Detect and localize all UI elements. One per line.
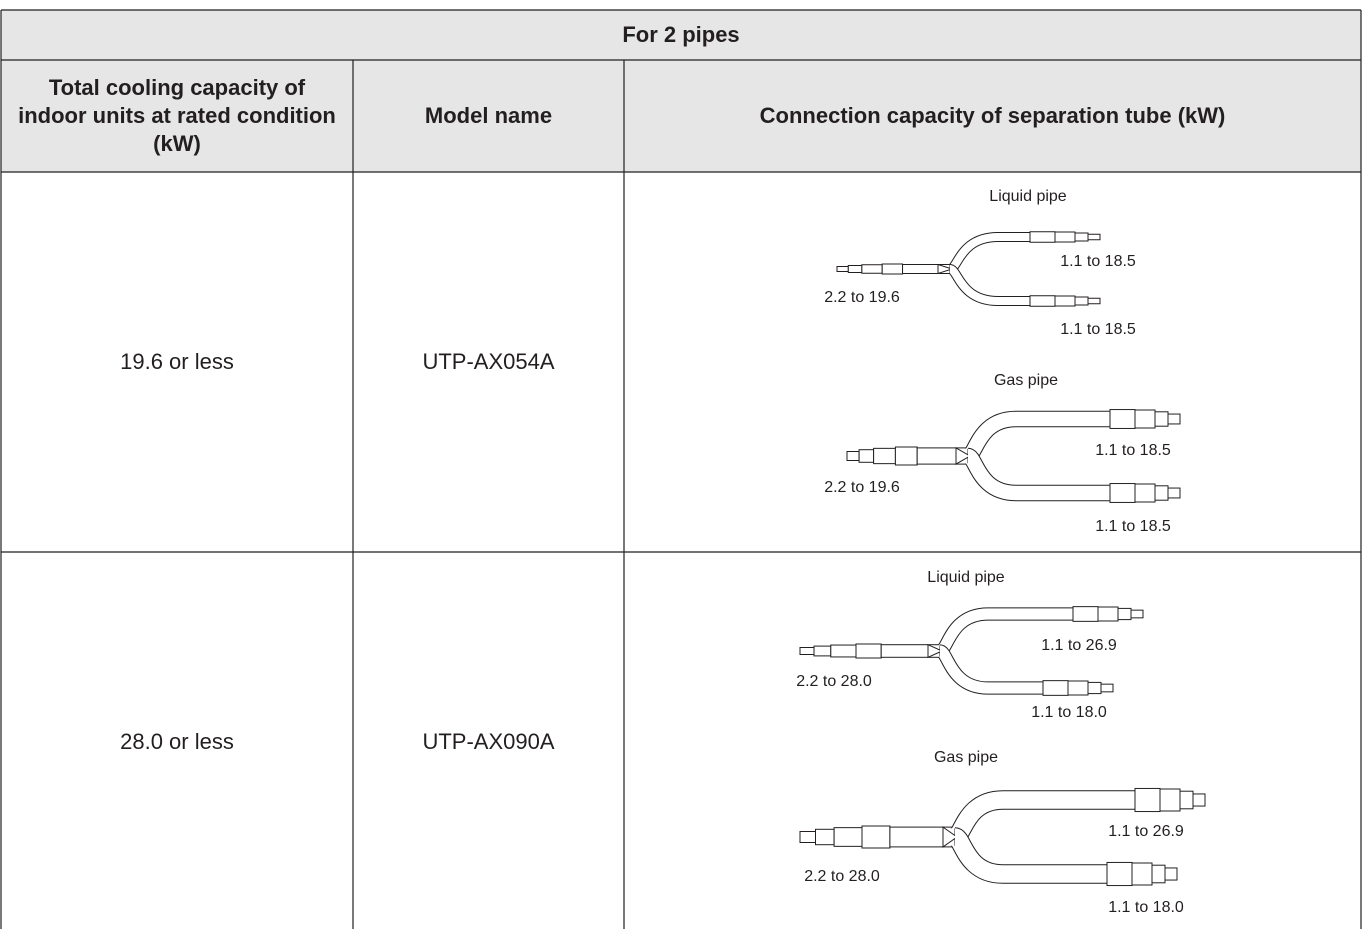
pipe-segment (1192, 793, 1206, 807)
pipe-branch (948, 265, 1030, 305)
outlet-label: 1.1 to 18.5 (1095, 442, 1171, 459)
pipe-segment (830, 644, 857, 658)
capacity-cell: 28.0 or less (120, 729, 234, 754)
pipe-segment (1134, 483, 1156, 503)
pipe-joint (937, 263, 954, 275)
column-header: Total cooling capacity of indoor units a… (18, 75, 336, 156)
pipe-branch (964, 411, 1110, 464)
pipe-segment (1134, 787, 1161, 813)
column-header: Connection capacity of separation tube (… (759, 103, 1226, 128)
pipe-segment (858, 449, 875, 463)
outlet-label: 1.1 to 26.9 (1108, 823, 1184, 840)
pipe-segment (1087, 681, 1102, 695)
pipe-segment (833, 827, 863, 847)
pipe-segment (861, 825, 891, 849)
pipe-segment (1131, 862, 1153, 886)
pipe-branch (937, 645, 1043, 694)
pipe-segment (1087, 297, 1101, 305)
pipe-segment (799, 647, 815, 655)
column-header: Model name (424, 103, 553, 128)
pipe-segment (1106, 861, 1133, 887)
pipe-segment (846, 451, 860, 461)
inlet-label: 2.2 to 19.6 (824, 289, 900, 306)
pipe-segment (815, 828, 835, 846)
pipe-segment (881, 263, 904, 275)
outlet-label: 1.1 to 18.5 (1060, 321, 1136, 338)
capacity-cell: 19.6 or less (120, 349, 234, 374)
pipe-branch (950, 828, 1107, 883)
pipe-label: Liquid pipe (927, 569, 1005, 586)
pipe-segment (1054, 231, 1076, 243)
inlet-label: 2.2 to 28.0 (804, 868, 880, 885)
pipe-segment (1164, 867, 1178, 881)
pipe-segment (1154, 411, 1169, 427)
pipe-segment (1029, 231, 1056, 243)
pipe-segment (1159, 788, 1181, 812)
model-cell: UTP-AX090A (422, 729, 555, 754)
pipe-segment (861, 264, 883, 274)
pipe-segment (1109, 483, 1136, 503)
pipe-segment (1042, 680, 1069, 696)
outlet-label: 1.1 to 26.9 (1041, 637, 1117, 654)
pipe-joint (927, 643, 944, 659)
pipe-segment (1054, 295, 1076, 307)
pipe-segment (1151, 864, 1166, 884)
outlet-label: 1.1 to 18.0 (1108, 899, 1184, 916)
pipe-segment (1074, 296, 1089, 306)
outlet-label: 1.1 to 18.5 (1060, 253, 1136, 270)
pipe-segment (1117, 607, 1132, 621)
inlet-label: 2.2 to 19.6 (824, 479, 900, 496)
outlet-label: 1.1 to 18.5 (1095, 518, 1171, 535)
pipe-segment (1087, 233, 1101, 241)
pipe-label: Gas pipe (934, 749, 998, 766)
pipe-joint (942, 826, 958, 848)
pipe-segment (836, 266, 849, 272)
pipe-segment (799, 831, 816, 843)
pipe-segment (1154, 485, 1169, 501)
pipe-segment (847, 265, 863, 273)
pipe-segment (1130, 609, 1144, 619)
pipe-segment (813, 645, 832, 657)
pipe-label: Gas pipe (994, 372, 1058, 389)
pipe-branch (964, 448, 1110, 501)
inlet-label: 2.2 to 28.0 (796, 673, 872, 690)
pipe-segment (1097, 606, 1119, 622)
pipe-segment (1167, 413, 1181, 425)
pipe-segment (855, 643, 882, 659)
pipe-segment (1109, 409, 1136, 429)
header-background (1, 10, 1361, 172)
pipe-label: Liquid pipe (989, 188, 1067, 205)
pipe-joint (955, 447, 971, 465)
table-title: For 2 pipes (622, 22, 740, 47)
outlet-label: 1.1 to 18.0 (1031, 704, 1107, 721)
pipe-segment (1072, 606, 1099, 622)
model-cell: UTP-AX054A (422, 349, 555, 374)
pipe-segment (894, 446, 918, 466)
pipe-segment (1134, 409, 1156, 429)
pipe-segment (1179, 790, 1194, 810)
pipe-segment (873, 447, 896, 465)
pipe-segment (1167, 487, 1181, 499)
diagrams: Liquid pipe 1.1 to 18.5 2.2 to 19.6 1.1 to … (796, 188, 1206, 916)
pipe-segment (1067, 680, 1089, 696)
pipe-segment (1029, 295, 1056, 307)
pipe-segment (1100, 683, 1114, 693)
pipe-segment (1074, 232, 1089, 242)
